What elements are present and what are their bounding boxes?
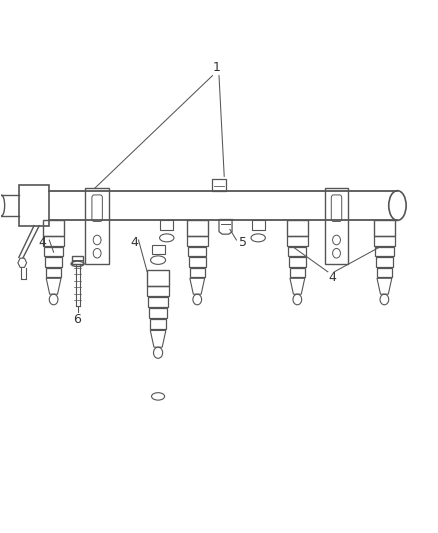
Text: 4: 4 — [328, 271, 336, 284]
Text: 4: 4 — [39, 236, 47, 249]
Text: 1: 1 — [213, 61, 221, 74]
Text: 5: 5 — [239, 236, 247, 249]
Text: 4: 4 — [130, 236, 138, 249]
Text: 6: 6 — [74, 313, 81, 326]
